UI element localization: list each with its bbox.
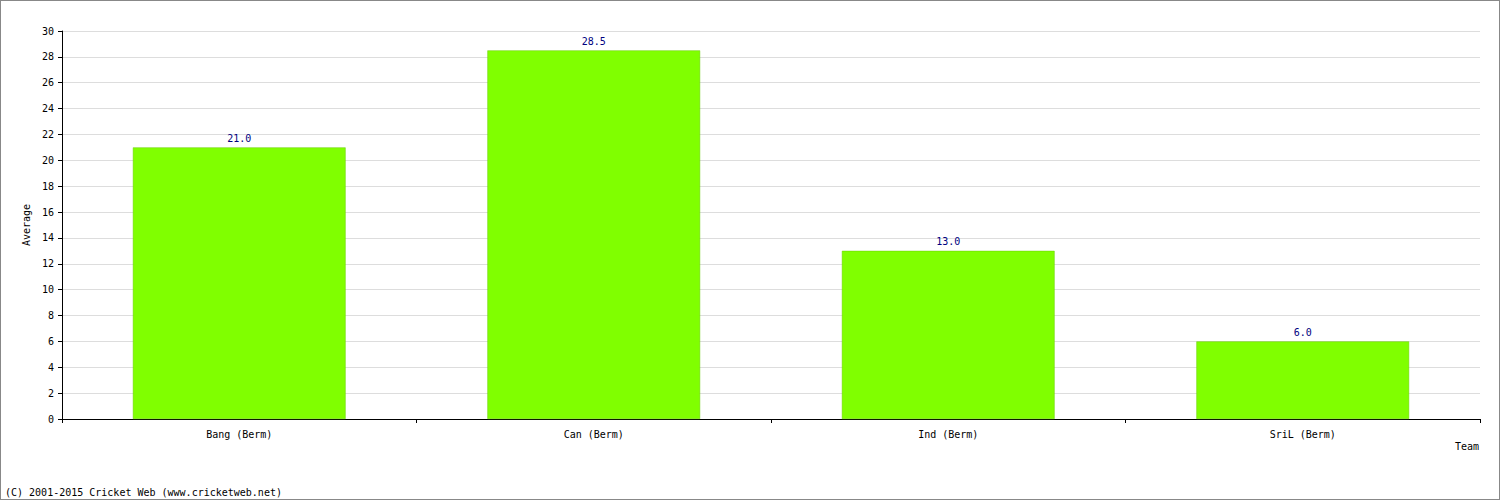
svg-text:0: 0 (48, 414, 54, 425)
svg-text:8: 8 (48, 310, 54, 321)
svg-text:SriL (Berm): SriL (Berm) (1270, 429, 1336, 440)
svg-text:24: 24 (42, 103, 54, 114)
svg-text:4: 4 (48, 362, 54, 373)
svg-text:(C) 2001-2015 Cricket Web (www: (C) 2001-2015 Cricket Web (www.cricketwe… (5, 487, 282, 498)
svg-text:Bang (Berm): Bang (Berm) (206, 429, 272, 440)
svg-text:Can (Berm): Can (Berm) (564, 429, 624, 440)
svg-text:14: 14 (42, 232, 54, 243)
svg-text:22: 22 (42, 129, 54, 140)
svg-text:18: 18 (42, 181, 54, 192)
svg-text:13.0: 13.0 (936, 236, 960, 247)
svg-text:26: 26 (42, 77, 54, 88)
svg-text:Average: Average (21, 204, 32, 246)
svg-text:28: 28 (42, 51, 54, 62)
svg-text:10: 10 (42, 284, 54, 295)
svg-text:2: 2 (48, 388, 54, 399)
svg-text:21.0: 21.0 (227, 133, 251, 144)
svg-text:Ind (Berm): Ind (Berm) (918, 429, 978, 440)
svg-text:16: 16 (42, 207, 54, 218)
svg-text:20: 20 (42, 155, 54, 166)
svg-text:12: 12 (42, 258, 54, 269)
svg-text:30: 30 (42, 26, 54, 37)
svg-text:Team: Team (1455, 441, 1479, 452)
svg-text:6: 6 (48, 336, 54, 347)
svg-text:6.0: 6.0 (1294, 327, 1312, 338)
svg-text:28.5: 28.5 (582, 36, 606, 47)
